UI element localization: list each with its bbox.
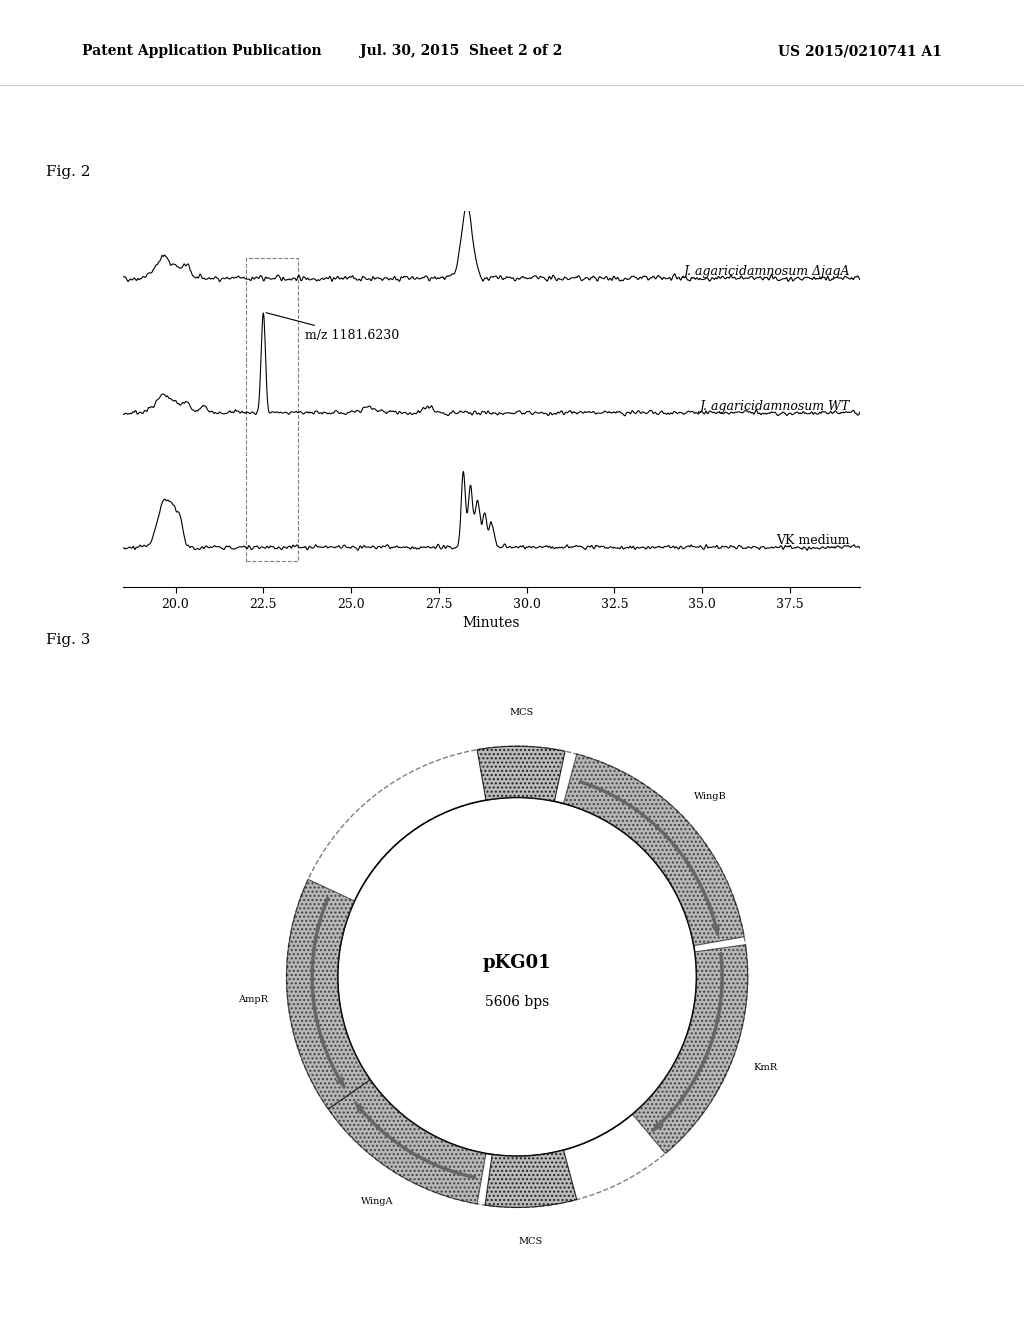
Text: WingA: WingA (360, 1197, 393, 1206)
Wedge shape (477, 746, 565, 801)
Text: MCS: MCS (519, 1237, 543, 1246)
Text: pKG01: pKG01 (482, 954, 552, 972)
X-axis label: Minutes: Minutes (463, 616, 520, 631)
Text: VK medium: VK medium (776, 533, 850, 546)
Text: Fig. 3: Fig. 3 (46, 634, 90, 647)
Text: Fig. 2: Fig. 2 (46, 165, 90, 178)
Text: m/z 1181.6230: m/z 1181.6230 (266, 313, 399, 342)
Text: KmR: KmR (754, 1063, 778, 1072)
Text: Patent Application Publication: Patent Application Publication (82, 45, 322, 58)
Text: MCS: MCS (510, 708, 534, 717)
Text: US 2015/0210741 A1: US 2015/0210741 A1 (778, 45, 942, 58)
Wedge shape (485, 1150, 577, 1208)
Wedge shape (329, 1080, 486, 1204)
Text: J. agaricidamnosum ΔjagA: J. agaricidamnosum ΔjagA (683, 265, 850, 279)
Text: WingB: WingB (694, 792, 727, 801)
Wedge shape (563, 754, 744, 945)
Wedge shape (633, 945, 748, 1154)
Text: Jul. 30, 2015  Sheet 2 of 2: Jul. 30, 2015 Sheet 2 of 2 (359, 45, 562, 58)
Wedge shape (287, 879, 371, 1109)
Text: AmpR: AmpR (239, 995, 268, 1005)
Text: J. agaricidamnosum WT: J. agaricidamnosum WT (699, 400, 850, 413)
Text: 5606 bps: 5606 bps (485, 995, 549, 1010)
Bar (246, 259, 298, 561)
